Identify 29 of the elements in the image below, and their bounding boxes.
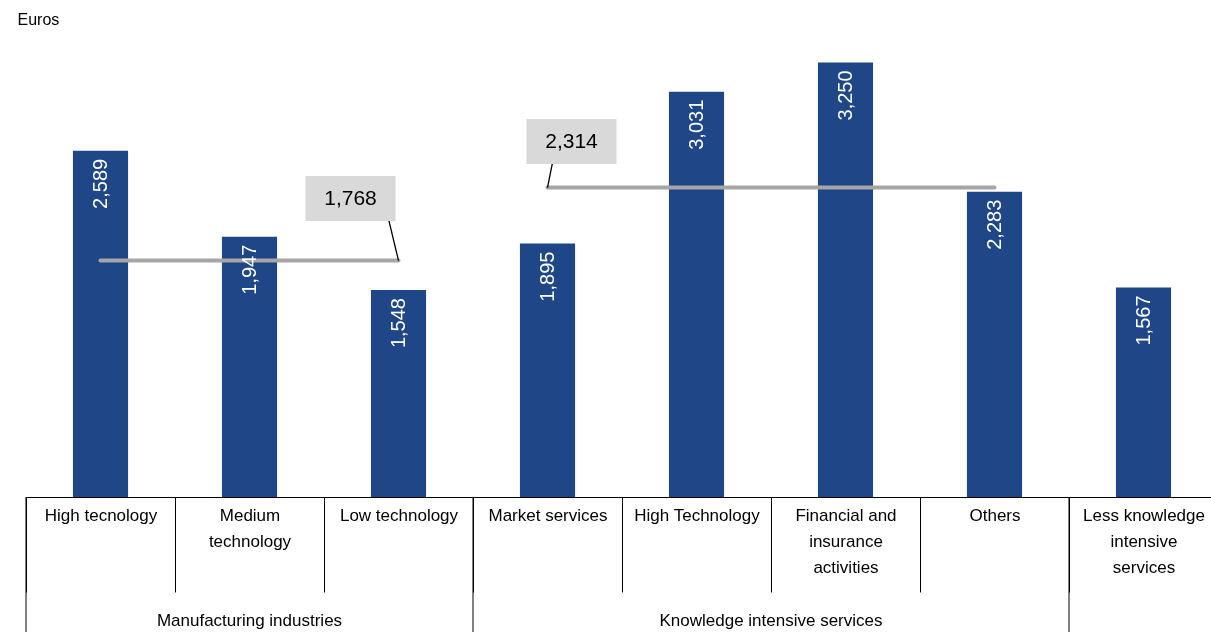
- bar: [72, 150, 129, 497]
- y-axis-title: Euros: [17, 10, 60, 28]
- data-label: 1,947: [237, 244, 260, 295]
- data-label: 1,895: [535, 251, 558, 302]
- data-label: 2,589: [88, 158, 111, 209]
- x-tick-label: High tecnology: [44, 505, 158, 525]
- bar: [817, 62, 874, 497]
- bar: [221, 236, 278, 497]
- data-label: 3,031: [684, 99, 707, 150]
- data-label: 2,283: [982, 199, 1005, 250]
- x-tick-label: Financial and insurance activities: [795, 505, 897, 577]
- x-tick-label: Medium technology: [208, 505, 292, 551]
- bar: [668, 91, 725, 497]
- bar: [370, 290, 427, 497]
- x-tick-label: Less knowledge intensive services: [1083, 505, 1205, 577]
- bar: [519, 243, 576, 497]
- data-label: 1,567: [1131, 295, 1154, 346]
- text: Knowledge intensive services: [659, 611, 883, 630]
- bar: [1115, 287, 1172, 497]
- x-tick-label: Low technology: [339, 505, 459, 525]
- text: Manufacturing industries: [156, 611, 343, 630]
- data-label: 1,768: [324, 185, 377, 209]
- data-label: 1,548: [386, 298, 409, 349]
- x-tick-label: High Technology: [634, 505, 761, 525]
- x-tick-label: Others: [969, 505, 1021, 525]
- bar: [966, 191, 1023, 497]
- x-tick-label: Market services: [488, 505, 608, 525]
- data-label: 3,250: [833, 70, 856, 121]
- data-label: 2,314: [545, 128, 599, 152]
